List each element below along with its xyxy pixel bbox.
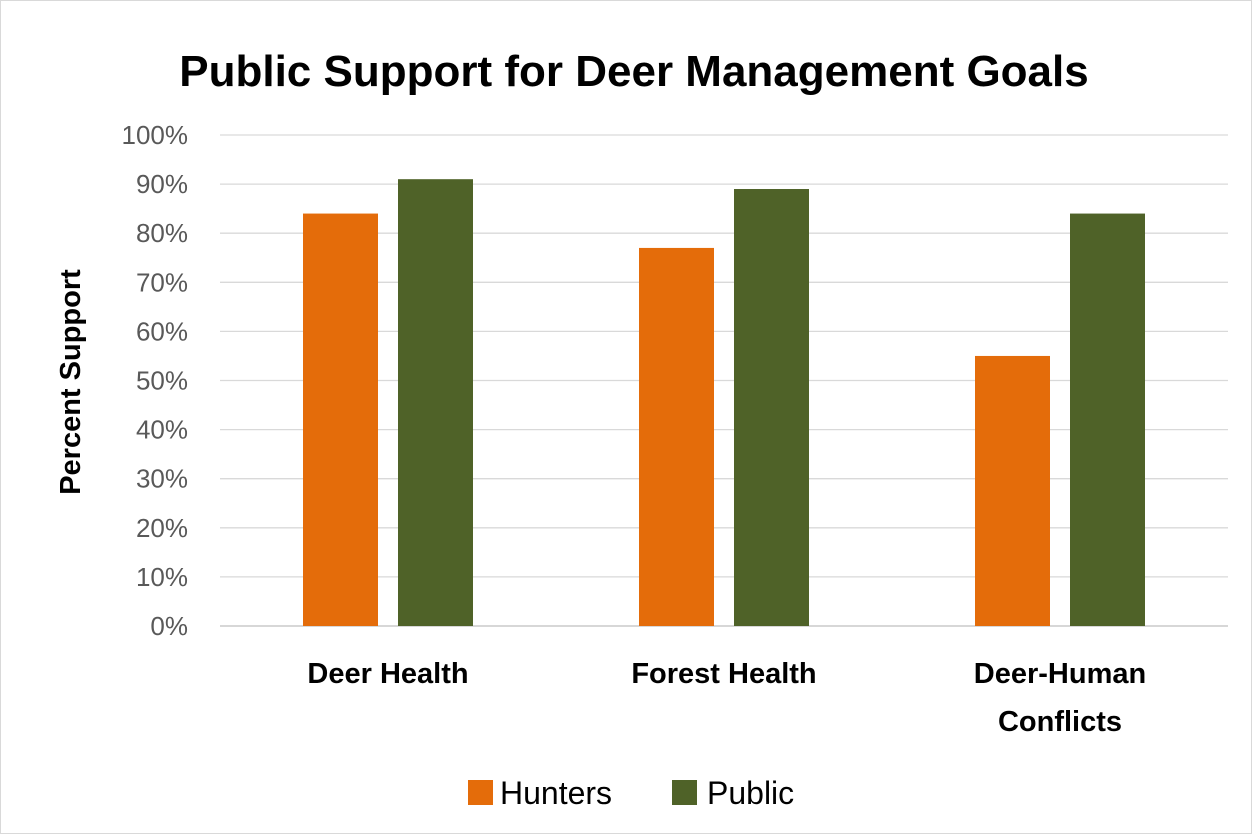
- y-tick-label: 70%: [136, 267, 188, 297]
- x-axis-ticks: Deer Health Forest Health Deer-Human Confli…: [307, 658, 1146, 738]
- bar-hunters-1: [303, 213, 378, 626]
- bar-hunters-3: [975, 355, 1050, 626]
- y-tick-label: 100%: [122, 120, 189, 150]
- legend-label-public: Public: [707, 775, 794, 811]
- x-tick-label: Deer Health: [307, 658, 468, 690]
- y-tick-label: 0%: [150, 611, 188, 641]
- bar-hunters-2: [639, 247, 714, 626]
- legend-swatch-hunters: [468, 780, 493, 805]
- bar-public-3: [1070, 213, 1145, 626]
- y-tick-label: 30%: [136, 464, 188, 494]
- y-tick-label: 20%: [136, 513, 188, 543]
- gridlines: [220, 134, 1228, 627]
- bars: [303, 179, 1145, 626]
- y-tick-label: 80%: [136, 218, 188, 248]
- y-tick-label: 90%: [136, 169, 188, 199]
- y-axis-ticks: 0% 10% 20% 30% 40% 50% 60% 70% 80% 90% 100%: [122, 120, 189, 641]
- x-tick-label: Forest Health: [631, 658, 816, 690]
- y-tick-label: 50%: [136, 366, 188, 396]
- y-axis-label: Percent Support: [55, 269, 87, 495]
- bar-public-1: [398, 179, 473, 626]
- bar-public-2: [734, 189, 809, 626]
- y-tick-label: 40%: [136, 415, 188, 445]
- legend-swatch-public: [672, 780, 697, 805]
- legend: Hunters Public: [468, 775, 794, 811]
- chart-title: Public Support for Deer Management Goals: [179, 47, 1088, 96]
- y-tick-label: 10%: [136, 562, 188, 592]
- x-tick-label: Deer-Human: [974, 658, 1146, 690]
- y-tick-label: 60%: [136, 316, 188, 346]
- x-tick-label: Conflicts: [998, 706, 1122, 738]
- legend-label-hunters: Hunters: [500, 775, 612, 811]
